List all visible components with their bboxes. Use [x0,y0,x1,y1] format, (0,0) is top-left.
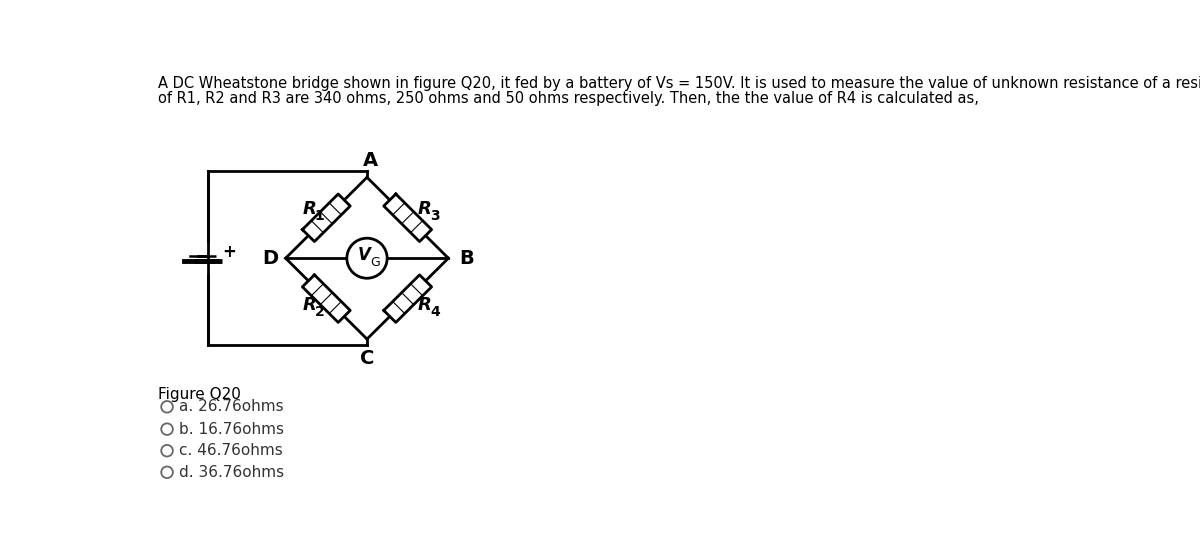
Text: a. 26.76ohms: a. 26.76ohms [180,399,284,414]
Text: c. 46.76ohms: c. 46.76ohms [180,443,283,458]
Text: +: + [222,243,236,261]
Text: R: R [302,199,317,218]
Text: Figure Q20: Figure Q20 [157,387,241,402]
Text: 3: 3 [430,209,439,223]
Polygon shape [384,194,432,242]
Circle shape [161,445,173,456]
Text: A: A [364,151,378,170]
Polygon shape [302,194,350,242]
Text: G: G [370,257,379,269]
Text: A DC Wheatstone bridge shown in figure Q20, it fed by a battery of Vs = 150V. It: A DC Wheatstone bridge shown in figure Q… [157,76,1200,91]
Text: V: V [358,246,371,264]
Text: D: D [262,249,278,268]
Text: 4: 4 [430,305,439,320]
Text: 1: 1 [314,209,324,223]
Text: b. 16.76ohms: b. 16.76ohms [180,422,284,437]
Polygon shape [302,275,350,322]
Circle shape [161,401,173,413]
Text: R: R [302,296,317,314]
Circle shape [347,238,388,278]
Text: B: B [460,249,474,268]
Text: R: R [418,296,432,314]
Circle shape [161,423,173,435]
Text: d. 36.76ohms: d. 36.76ohms [180,465,284,480]
Text: R: R [418,199,432,218]
Polygon shape [384,275,432,322]
Text: 2: 2 [314,305,324,320]
Text: C: C [360,349,374,368]
Text: of R1, R2 and R3 are 340 ohms, 250 ohms and 50 ohms respectively. Then, the the : of R1, R2 and R3 are 340 ohms, 250 ohms … [157,91,979,106]
Circle shape [161,466,173,478]
